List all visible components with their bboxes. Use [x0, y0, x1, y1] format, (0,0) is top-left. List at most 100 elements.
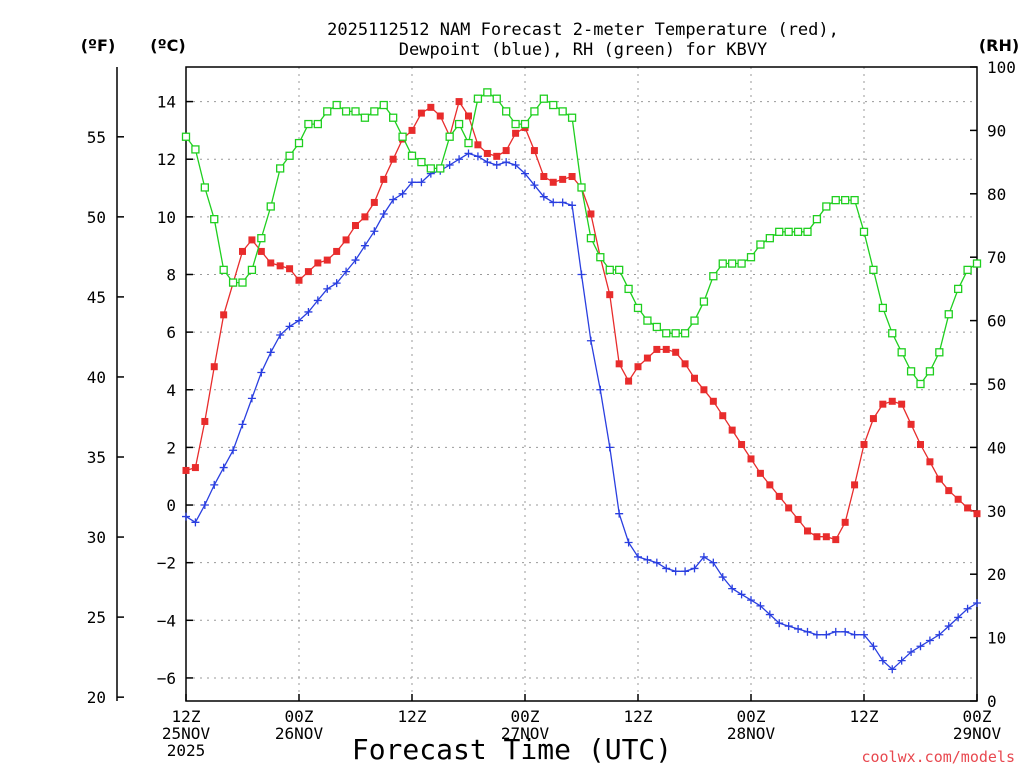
rh-point	[577, 183, 586, 192]
dewpoint-point	[831, 627, 840, 636]
dewpoint-point	[483, 158, 492, 167]
dewpoint-point	[182, 512, 190, 521]
rh-point	[680, 329, 690, 338]
dewpoint-point	[445, 160, 454, 169]
dewpoint-point	[539, 192, 548, 201]
dewpoint-point	[812, 630, 821, 639]
temperature-point	[851, 481, 859, 489]
chart-title-line2: Dewpoint (blue), RH (green) for KBVY	[399, 40, 767, 60]
dewpoint-point	[699, 552, 708, 561]
rh-point	[643, 316, 652, 325]
dewpoint-point	[521, 169, 529, 178]
dewpoint-point	[389, 195, 398, 204]
dewpoint-point	[285, 322, 294, 331]
temperature-point	[832, 536, 840, 544]
rh-point	[567, 113, 577, 122]
rh-point	[417, 157, 426, 167]
temperature-point	[653, 345, 661, 353]
rh-point	[454, 119, 464, 129]
temperature-point	[747, 455, 755, 463]
plot-frame	[185, 66, 978, 702]
dewpoint-point	[794, 624, 803, 633]
rh-point	[897, 348, 906, 357]
rh-point	[775, 227, 784, 236]
dewpoint-point	[935, 630, 944, 639]
series-layer	[181, 88, 982, 674]
fahrenheit-tick-label: 30	[87, 528, 106, 547]
temperature-point	[672, 348, 680, 356]
rh-point	[549, 100, 558, 110]
dewpoint-point	[860, 630, 868, 639]
rh-tick-label: 0	[987, 692, 997, 711]
rh-point	[389, 113, 398, 122]
temperature-point	[314, 259, 322, 267]
dewpoint-point	[596, 385, 605, 394]
rh-point	[831, 195, 840, 205]
temperature-point	[323, 256, 331, 264]
rh-point	[812, 215, 822, 224]
dewpoint-point	[897, 656, 906, 665]
dewpoint-point	[257, 368, 266, 377]
temperature-point	[917, 441, 924, 449]
temperature-point	[926, 458, 934, 466]
temperature-point	[700, 386, 708, 394]
time-tick-label: 00Z	[285, 707, 314, 726]
dewpoint-point	[342, 267, 351, 276]
temperature-point	[860, 441, 868, 449]
temperature-point	[220, 311, 228, 319]
dewpoint-point	[624, 538, 633, 547]
rh-point	[520, 119, 530, 129]
rh-point	[238, 278, 247, 287]
rh-point	[502, 107, 511, 116]
rh-point	[341, 107, 351, 116]
time-tick-label: 00Z	[737, 707, 766, 726]
celsius-tick-label: 14	[157, 93, 176, 112]
temperature-point	[964, 504, 972, 512]
time-tick-label: 28NOV	[727, 724, 776, 743]
rh-point	[294, 138, 304, 148]
temperature-point	[804, 527, 811, 535]
rh-point	[925, 367, 935, 376]
rh-point	[916, 379, 925, 389]
time-tick-label: 00Z	[511, 707, 540, 726]
series-line-0	[185, 100, 978, 541]
rh-axis-label: (RH)	[979, 36, 1019, 55]
time-tick-label: 27NOV	[501, 724, 550, 743]
rh-point	[276, 164, 285, 173]
temperature-point	[417, 109, 425, 117]
temperature-point	[333, 247, 341, 255]
rh-point	[859, 227, 869, 236]
rh-point	[304, 119, 313, 129]
temperature-point	[304, 268, 312, 276]
temperature-point	[728, 426, 736, 434]
dewpoint-point	[973, 599, 981, 608]
rh-point	[247, 265, 257, 275]
temperature-point	[587, 210, 595, 218]
dewpoint-point	[841, 627, 850, 636]
rh-point	[426, 164, 435, 173]
rh-point	[407, 151, 417, 160]
celsius-tick-label: 6	[166, 323, 176, 342]
dewpoint-point	[229, 446, 238, 455]
rh-point	[257, 234, 266, 243]
rh-point	[888, 329, 897, 338]
rh-point	[605, 265, 614, 275]
rh-tick-label: 70	[987, 248, 1006, 267]
rh-point	[718, 259, 727, 268]
temperature-point	[210, 363, 218, 371]
temperature-point	[606, 291, 614, 299]
temperature-point	[681, 360, 689, 368]
celsius-tick-label: −4	[157, 611, 176, 630]
temperature-point	[474, 141, 482, 149]
dewpoint-point	[888, 665, 897, 674]
rh-point	[586, 234, 596, 243]
temperature-point	[239, 247, 246, 255]
rh-tick-label: 50	[987, 375, 1006, 394]
x-axis-title: Forecast Time (UTC)	[352, 733, 672, 766]
temperature-point	[389, 155, 397, 163]
rh-point	[841, 195, 850, 205]
dewpoint-point	[925, 636, 934, 645]
time-tick-label: 2025	[167, 741, 206, 760]
temperature-point	[559, 175, 567, 183]
celsius-tick-label: 8	[166, 265, 176, 284]
